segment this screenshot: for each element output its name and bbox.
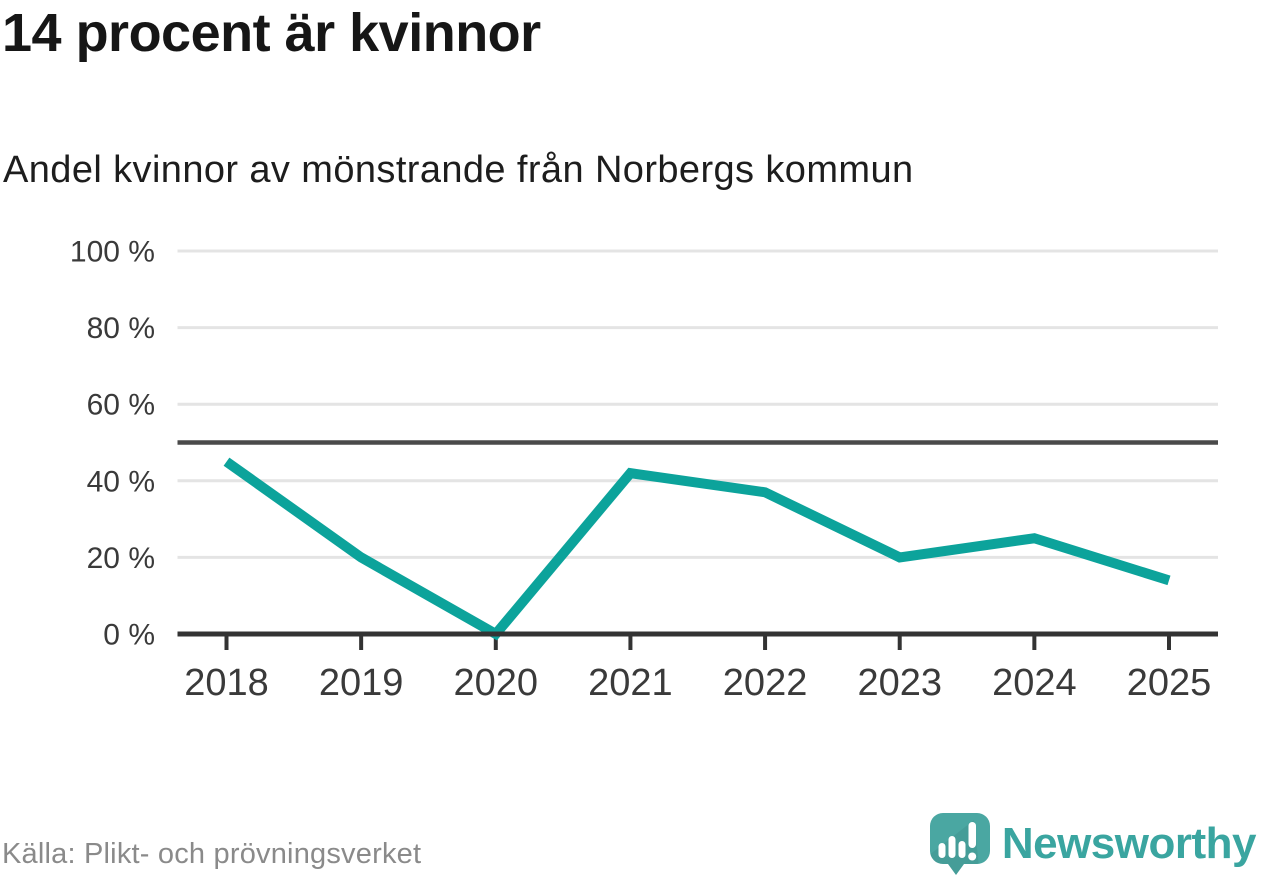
x-axis-tick-label: 2019 [319,662,404,704]
y-axis-tick-label: 100 % [70,236,155,269]
x-axis-tick-label: 2024 [992,662,1077,704]
source-caption: Källa: Plikt- och prövningsverket [2,838,422,870]
y-axis-tick-label: 0 % [103,619,155,652]
data-line [223,457,1171,641]
exclamation-dot [968,852,977,861]
bar-3 [958,841,966,858]
brand-wordmark: Newsworthy [1001,819,1257,868]
y-axis-tick-label: 40 % [87,465,155,498]
x-axis-tick-label: 2021 [588,662,673,704]
y-axis-tick-label: 60 % [87,389,155,422]
x-axis-tick-label: 2025 [1127,662,1212,704]
bar-1 [938,843,946,858]
x-axis-tick-label: 2018 [184,662,269,704]
y-axis-tick-label: 20 % [87,542,155,575]
newsworthy-logo: Newsworthy [928,812,1257,876]
x-axis-tick-label: 2023 [857,662,942,704]
chart-subtitle: Andel kvinnor av mönstrande från Norberg… [3,149,914,191]
x-axis-tick-label: 2020 [454,662,539,704]
exclamation-stem [968,822,976,848]
chart-title: 14 procent är kvinnor [2,3,541,63]
x-axis-tick-label: 2022 [723,662,808,704]
bar-2 [948,836,956,858]
y-axis-tick-label: 80 % [87,312,155,345]
newsworthy-bubble-chart-icon [929,813,990,875]
